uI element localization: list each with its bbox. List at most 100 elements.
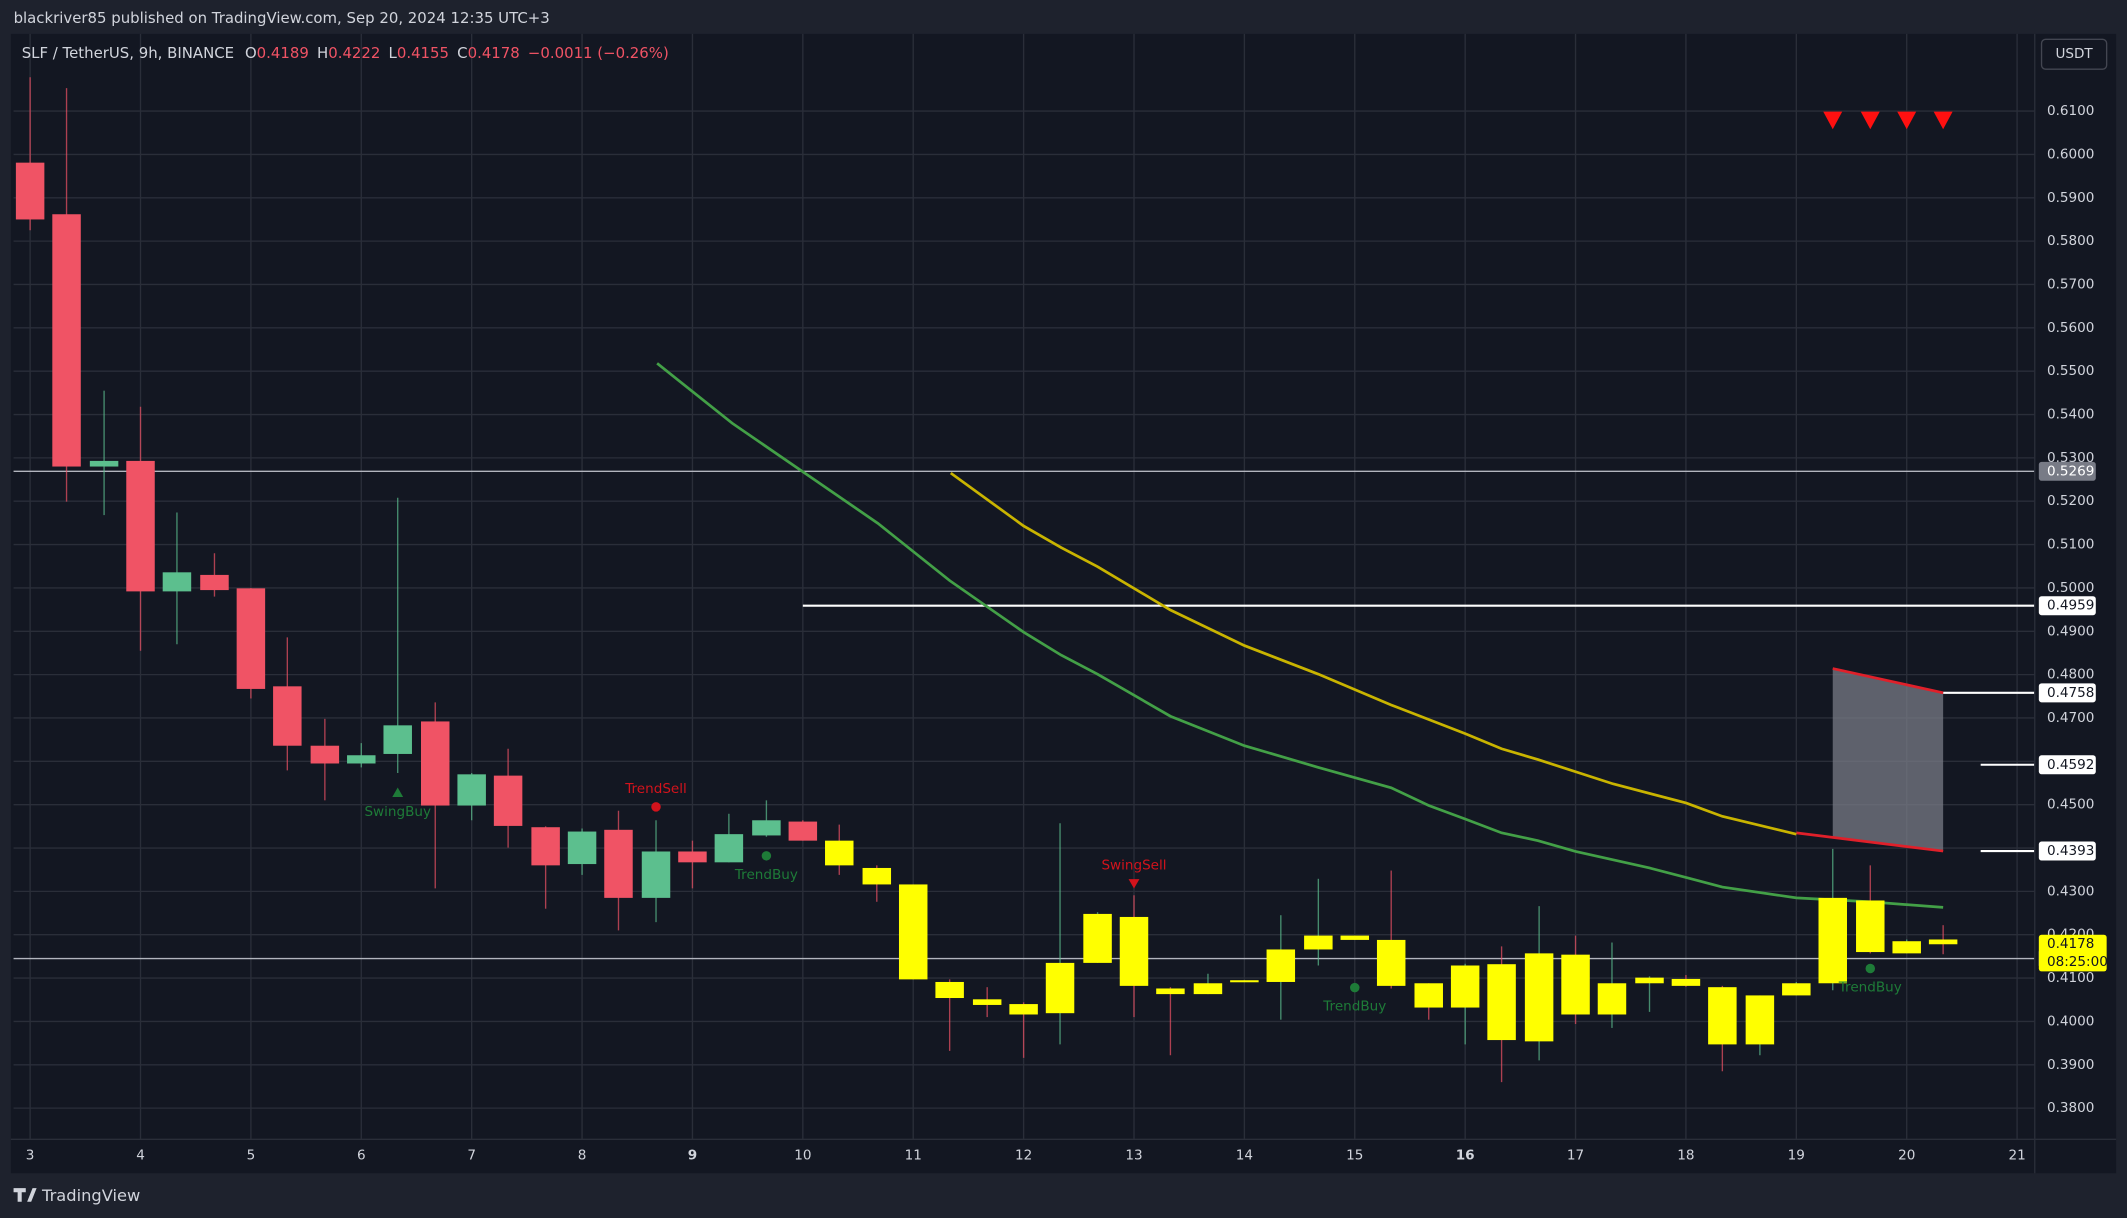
candle-body: [383, 725, 412, 754]
price-label-box: [2038, 683, 2096, 703]
last-price-box: [2038, 934, 2107, 972]
candle-body: [604, 829, 633, 898]
x-tick-label: 13: [1125, 1148, 1142, 1164]
candle-body: [1266, 949, 1296, 982]
candle-body: [1119, 916, 1149, 986]
signal-marker: [761, 851, 772, 861]
candle-body: [1635, 977, 1664, 984]
y-tick-label: 0.5800: [2047, 233, 2094, 249]
signal-label: SwingBuy: [364, 804, 431, 820]
candle-body: [641, 851, 671, 898]
price-label: 0.4393: [2047, 843, 2094, 859]
price-label: 0.4758: [2047, 685, 2094, 701]
price-label-box: [2038, 461, 2096, 481]
legend-ohlc-label: O: [245, 44, 257, 62]
candle-body: [1708, 987, 1737, 1045]
y-tick-label: 0.4000: [2047, 1013, 2094, 1029]
signal-marker: [651, 802, 661, 812]
zone-fill: [1832, 668, 1944, 852]
legend-ohlc-label: H: [317, 44, 328, 62]
last-price-label: 0.4178: [2047, 936, 2094, 952]
candle-body: [752, 820, 781, 836]
signal-label: TrendBuy: [734, 867, 798, 883]
y-tick-label: 0.4500: [2047, 797, 2094, 813]
y-tick-label: 0.5200: [2047, 493, 2094, 509]
legend-ohlc-label: C: [457, 44, 467, 62]
moving-average: [949, 471, 1797, 836]
candle-body: [1561, 954, 1590, 1015]
x-tick-label: 16: [1456, 1148, 1475, 1164]
legend-change: −0.0011 (−0.26%): [528, 44, 669, 62]
candle-body: [1928, 939, 1958, 945]
candle-body: [1487, 964, 1516, 1041]
candle-body: [1340, 935, 1370, 940]
y-tick-label: 0.5700: [2047, 276, 2094, 292]
candle-body: [531, 827, 560, 866]
price-label: 0.4959: [2047, 598, 2094, 614]
signal-marker: [1128, 879, 1140, 889]
price-label-box: [2038, 596, 2096, 616]
price-label-box: [2038, 841, 2096, 861]
plot: SwingBuy TrendSell TrendBuy SwingSell TrendB…: [13, 33, 2035, 1140]
signal-marker: [392, 787, 404, 798]
x-tick-label: 12: [1015, 1148, 1032, 1164]
price-label-box: [2038, 755, 2096, 775]
zone-edge: [1832, 667, 1944, 695]
candle-body: [1009, 1004, 1038, 1015]
x-tick-label: 11: [905, 1148, 922, 1164]
currency-label: USDT: [2055, 46, 2093, 62]
candle-body: [1597, 983, 1627, 1015]
x-tick-label: 21: [2008, 1148, 2025, 1164]
candle-body: [1524, 953, 1554, 1042]
zone-edge: [1796, 831, 1944, 853]
legend-ohlc-value: 0.4178: [468, 44, 520, 62]
y-tick-label: 0.4800: [2047, 667, 2094, 683]
brand-name: TradingView: [41, 1186, 140, 1205]
candle-body: [421, 721, 450, 806]
y-tick-label: 0.5600: [2047, 320, 2094, 336]
x-tick-label: 9: [688, 1148, 697, 1164]
candle-body: [1376, 939, 1406, 986]
x-tick-label: 4: [136, 1148, 145, 1164]
signal-marker: [1865, 963, 1876, 974]
candle-body: [1818, 897, 1847, 984]
candle-body: [1782, 983, 1811, 996]
y-tick-label: 0.5000: [2047, 580, 2094, 596]
y-tick-label: 0.6000: [2047, 146, 2094, 162]
top-marker: [1860, 111, 1880, 130]
top-marker: [1823, 111, 1843, 130]
candle-body: [1414, 983, 1443, 1008]
candle-body: [788, 821, 818, 841]
candle-body: [972, 999, 1002, 1005]
candle-body: [862, 867, 892, 885]
candle-body: [1083, 913, 1112, 963]
y-tick-label: 0.4100: [2047, 970, 2094, 986]
candle-body: [825, 840, 854, 866]
top-marker: [1933, 111, 1953, 130]
signal-marker: [1350, 982, 1360, 993]
candle-body: [310, 745, 340, 764]
candle-body: [1045, 962, 1075, 1014]
legend: SLF / TetherUS, 9h, BINANCE O0.4189 H0.422…: [22, 44, 669, 62]
candle-body: [15, 162, 45, 220]
legend-ohlc-label: L: [389, 44, 398, 62]
candle-body: [935, 981, 964, 999]
candle-body: [1304, 935, 1333, 950]
candle-body: [1193, 983, 1223, 995]
candle-body: [1892, 941, 1921, 954]
moving-average: [656, 362, 1944, 909]
x-tick-label: 19: [1788, 1148, 1805, 1164]
candle-body: [52, 214, 81, 467]
candle-body: [89, 460, 119, 467]
x-tick-label: 18: [1677, 1148, 1694, 1164]
candle-body: [347, 755, 376, 764]
currency-button[interactable]: [2040, 38, 2108, 70]
x-tick-label: 3: [26, 1148, 35, 1164]
y-tick-label: 0.4700: [2047, 710, 2094, 726]
candle-body: [493, 775, 523, 826]
y-tick-label: 0.5500: [2047, 363, 2094, 379]
candle-body: [1745, 995, 1775, 1045]
candle-body: [200, 574, 229, 591]
y-tick-label: 0.3800: [2047, 1100, 2094, 1116]
